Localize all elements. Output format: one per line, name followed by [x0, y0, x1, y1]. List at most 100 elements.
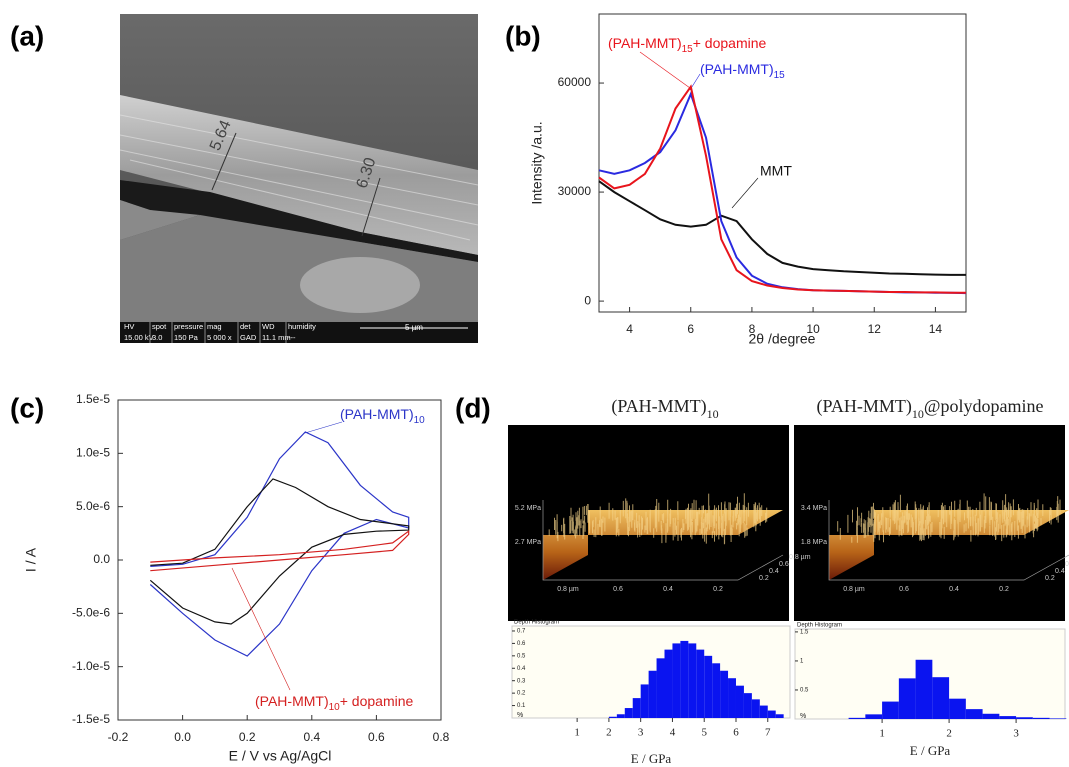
histogram-bar [999, 716, 1017, 719]
x-tick-label: 2 [946, 728, 952, 740]
afm-x-label: 0.8 µm [843, 586, 865, 593]
histogram-bar [640, 684, 649, 718]
y-tick-label: 1.0e-5 [76, 446, 110, 460]
histogram-bar [767, 710, 776, 718]
afm-title-part: @polydopamine [924, 396, 1044, 416]
info-header: mag [207, 322, 222, 331]
x-tick-label: 1 [574, 727, 580, 739]
y-axis-label: Intensity /a.u. [529, 121, 545, 204]
series-label-part: 15 [774, 70, 786, 81]
afm-x-label: 0.4 [949, 586, 959, 593]
y-tick-label: -5.0e-6 [72, 606, 110, 620]
histogram-bar [1032, 717, 1050, 719]
series-label: (PAH-MMT)10+ dopamine [255, 693, 414, 713]
afm-z-label: 1.8 MPa [801, 539, 827, 546]
y-tick-label: 1 [800, 659, 804, 665]
y-tick-label: 0.5 [517, 653, 526, 659]
y-tick-label: 0.0 [93, 552, 110, 566]
info-value: --- [288, 333, 296, 342]
afm-title-part: (PAH-MMT) [817, 396, 912, 417]
series-label-part: 10 [329, 702, 341, 713]
sem-image [119, 14, 479, 343]
scale-bar-label: 5 µm [405, 323, 423, 332]
series-label-part: (PAH-MMT) [608, 35, 682, 51]
histogram-bar [680, 640, 689, 718]
x-tick-label: 4 [670, 727, 676, 739]
x-tick-label: 2 [606, 727, 612, 739]
x-tick-label: 10 [806, 322, 820, 336]
series-label-part: (PAH-MMT) [700, 61, 774, 77]
y-tick-label: -1.5e-5 [72, 712, 110, 726]
histogram-bar [932, 677, 950, 719]
y-tick-label: 1.5e-5 [76, 392, 110, 406]
info-header: pressure [174, 322, 203, 331]
x-tick-label: -0.2 [108, 730, 129, 744]
y-tick-label: 0.5 [800, 688, 809, 694]
afm-title-part: 10 [912, 407, 924, 421]
x-tick-label: 5 [701, 727, 707, 739]
y-axis-label: % [800, 713, 806, 720]
series-label-part: (PAH-MMT) [255, 693, 329, 709]
x-tick-label: 14 [929, 322, 943, 336]
afm-y-label: 0.2 [1045, 575, 1055, 582]
x-axis-label: E / GPa [910, 743, 951, 758]
afm-y-label: 0.8 µm [789, 554, 811, 561]
x-axis-label: 2θ /degree [749, 331, 816, 347]
histogram-bar [608, 716, 617, 718]
series-label: (PAH-MMT)15 [700, 61, 785, 81]
x-tick-label: 0.8 [433, 730, 450, 744]
afm-y-label: 0.4 [1055, 568, 1065, 575]
info-value: GAD [240, 333, 257, 342]
y-tick-label: -1.0e-5 [72, 659, 110, 673]
histogram-bar [1049, 718, 1067, 719]
info-header: humidity [288, 322, 316, 331]
series-label-part: + dopamine [340, 693, 414, 709]
series-line [598, 84, 966, 294]
series-label-part: (PAH-MMT) [340, 406, 414, 422]
afm-x-label: 0.2 [713, 586, 723, 593]
histogram-bar [965, 709, 983, 719]
afm-z-label: 3.4 MPa [801, 505, 827, 512]
series-label-part: 15 [682, 44, 694, 55]
panel-label: (b) [505, 20, 541, 51]
afm-axes [542, 500, 784, 581]
info-header: spot [152, 322, 167, 331]
histogram-bar [632, 698, 641, 718]
afm-x-label: 0.6 [899, 586, 909, 593]
x-tick-label: 6 [733, 727, 739, 739]
histogram-bar [1016, 717, 1033, 719]
histogram-bar [775, 714, 784, 718]
x-tick-label: 6 [687, 322, 694, 336]
chart-title: Depth Histogram [797, 623, 842, 629]
y-tick-label: 0.2 [517, 691, 526, 697]
y-tick-label: 0.4 [517, 666, 526, 672]
afm-y-label: 0.6 [1065, 561, 1069, 568]
leader-line [231, 567, 291, 691]
leader-line [731, 177, 759, 209]
afm-x-label: 0.6 [613, 586, 623, 593]
y-tick-label: 60000 [558, 75, 592, 89]
histogram-bar [848, 717, 866, 719]
chart-title: Depth Histogram [514, 620, 559, 626]
histogram-bar [664, 649, 673, 718]
afm-x-label: 0.4 [663, 586, 673, 593]
info-header: WD [262, 322, 275, 331]
info-value: 11.1 mm [262, 333, 291, 342]
x-tick-label: 1 [879, 728, 885, 740]
histogram-bar [696, 649, 705, 718]
afm-z-label: 5.2 MPa [515, 505, 541, 512]
histogram-bar [704, 655, 713, 718]
y-tick-label: 1.5 [800, 629, 809, 635]
info-header: HV [124, 322, 134, 331]
histogram-bar [751, 699, 760, 718]
x-tick-label: 12 [868, 322, 882, 336]
panel-label: (c) [10, 392, 44, 423]
series-line [150, 530, 410, 572]
info-value: 5 000 x [207, 333, 232, 342]
series-label: (PAH-MMT)10 [340, 406, 425, 426]
afm-title-part: (PAH-MMT) [611, 396, 706, 417]
info-value: 150 Pa [174, 333, 199, 342]
histogram-bar [865, 714, 883, 719]
y-axis-label: % [517, 712, 523, 719]
